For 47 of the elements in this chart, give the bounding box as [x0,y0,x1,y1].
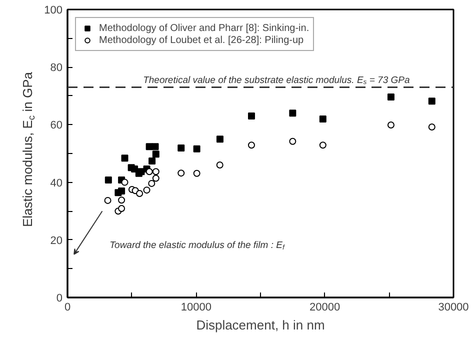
point [118,187,126,194]
y-tick-label: 20 [50,234,63,247]
x-tick-label: 10000 [180,302,212,314]
point [104,176,112,184]
point [152,143,159,150]
point [248,112,255,120]
point [148,157,156,164]
point [428,124,436,130]
point [146,168,153,176]
y-tick-label: 0 [56,292,63,304]
y-axis-title: Elastic modulus, Ec in GPa [20,71,36,228]
point [289,110,296,117]
point [118,205,126,212]
point [319,115,326,122]
point [152,150,160,158]
point [121,154,128,162]
point [216,136,224,143]
point [178,170,185,177]
y-tick-label: 100 [44,4,63,16]
point [121,178,128,186]
point [138,168,145,176]
x-tick-label: 30000 [438,302,469,314]
point [289,138,296,145]
point [178,144,185,152]
point [152,168,160,176]
point [387,121,394,128]
x-axis-title: Displacement, h in nm [196,318,325,332]
y-tick-label: 60 [50,120,63,132]
point [193,170,200,177]
point [319,142,326,149]
point [148,180,156,187]
point [193,145,200,152]
legend-label: Methodology of Oliver and Pharr [8]: Sinking-in. [99,22,310,34]
point [136,190,144,198]
legend-label: Methodology of Loubet et al. [26-28]: Piling-up [99,34,304,46]
point [104,196,112,204]
y-tick-label: 80 [50,62,63,74]
y-tick-label: 40 [50,177,63,190]
x-tick-label: 0 [64,302,71,314]
point [143,186,150,194]
x-tick-label: 20000 [310,302,340,314]
point [428,98,436,105]
point [216,162,224,169]
point [387,94,394,101]
point [152,174,160,182]
point [118,196,126,204]
point [248,142,255,149]
